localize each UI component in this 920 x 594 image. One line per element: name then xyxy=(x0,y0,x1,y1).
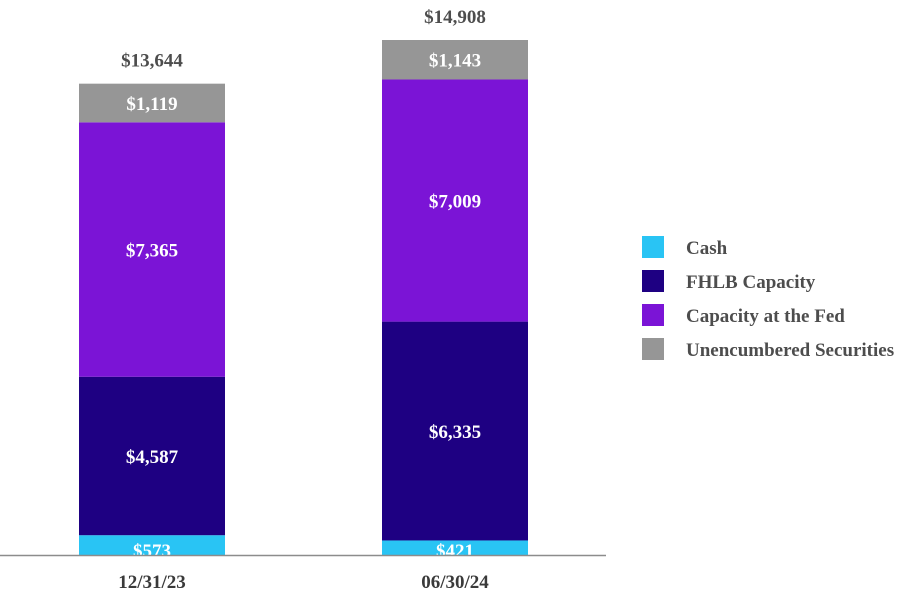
legend-swatch-unencumbered-securities xyxy=(642,338,664,360)
bar-segment-capacity-at-the-fed-1 xyxy=(382,79,528,322)
bar-segment-cash-0 xyxy=(79,535,225,555)
legend-swatch-capacity-at-the-fed xyxy=(642,304,664,326)
x-tick-label: 06/30/24 xyxy=(421,572,489,593)
segment-label: $573 xyxy=(133,541,171,562)
legend: Cash FHLB Capacity Capacity at the Fed Unen… xyxy=(642,236,894,361)
bar-segment-unencumbered-securities-1 xyxy=(382,40,528,80)
bars-group xyxy=(79,40,528,555)
legend-swatch-fhlb-capacity xyxy=(642,270,664,292)
total-label: $14,908 xyxy=(424,7,486,28)
bar-segment-fhlb-capacity-0 xyxy=(79,376,225,536)
legend-label: Unencumbered Securities xyxy=(686,340,894,361)
bar-segment-fhlb-capacity-1 xyxy=(382,321,528,541)
x-tick-labels-group: 12/31/23 06/30/24 xyxy=(118,572,489,593)
segment-label: $4,587 xyxy=(126,447,179,468)
segment-label: $1,143 xyxy=(429,51,481,72)
totals-group: $13,644 $14,908 xyxy=(121,7,486,72)
segment-labels-group: $573 $4,587 $7,365 $1,119 $421 $6,335 $7,009 $1… xyxy=(126,51,481,562)
x-tick-label: 12/31/23 xyxy=(118,572,186,593)
legend-swatch-cash xyxy=(642,236,664,258)
legend-label: Capacity at the Fed xyxy=(686,306,845,327)
bar-segment-cash-1 xyxy=(382,540,528,555)
bar-segment-capacity-at-the-fed-0 xyxy=(79,122,225,377)
legend-label: FHLB Capacity xyxy=(686,272,816,293)
segment-label: $1,119 xyxy=(126,94,177,115)
segment-label: $7,365 xyxy=(126,241,178,262)
segment-label: $421 xyxy=(436,541,474,562)
bar-segment-unencumbered-securities-0 xyxy=(79,83,225,123)
legend-label: Cash xyxy=(686,238,728,259)
total-label: $13,644 xyxy=(121,51,183,72)
segment-label: $7,009 xyxy=(429,192,481,213)
segment-label: $6,335 xyxy=(429,422,481,443)
